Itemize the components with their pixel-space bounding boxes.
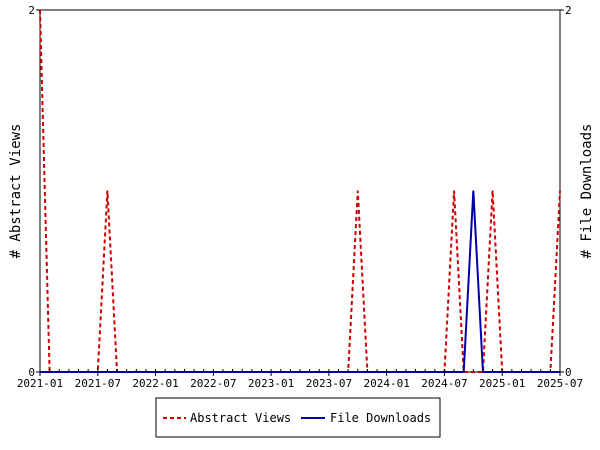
left-y-tick-label: 2 xyxy=(28,4,35,17)
legend-label-file-downloads: File Downloads xyxy=(330,411,431,425)
x-tick-label: 2024-01 xyxy=(363,377,409,390)
left-y-axis-title: # Abstract Views xyxy=(8,124,24,259)
x-tick-label: 2021-01 xyxy=(17,377,63,390)
data-point-0-2025-07 xyxy=(559,190,561,192)
x-tick-label: 2021-07 xyxy=(75,377,121,390)
data-point-0-2023-10 xyxy=(356,190,359,192)
x-axis: 2021-01 2021-07 2022-01 2022-07 2023-01 2023-… xyxy=(17,369,583,390)
right-y-axis-title: # File Downloads xyxy=(579,124,595,259)
x-tick-label: 2025-07 xyxy=(537,377,583,390)
data-point-0-2021-08 xyxy=(106,190,109,192)
legend-box xyxy=(155,397,441,438)
x-tick-label: 2023-01 xyxy=(248,377,294,390)
left-y-axis: 02 xyxy=(28,4,40,379)
right-y-tick-label: 0 xyxy=(565,366,572,379)
x-tick-label: 2022-01 xyxy=(132,377,178,390)
x-tick-label: 2022-07 xyxy=(190,377,236,390)
right-y-axis: 02 xyxy=(560,4,572,379)
right-y-tick-label: 2 xyxy=(565,4,572,17)
x-tick-label: 2024-07 xyxy=(421,377,467,390)
legend: Abstract Views File Downloads xyxy=(155,397,441,438)
left-y-tick-label: 0 xyxy=(28,366,35,379)
plot-area xyxy=(39,9,561,373)
data-point-0-2024-12 xyxy=(491,190,494,192)
legend-label-abstract-views: Abstract Views xyxy=(190,411,291,425)
x-tick-label: 2023-07 xyxy=(306,377,352,390)
x-tick-label: 2025-01 xyxy=(479,377,525,390)
data-point-1-2024-10 xyxy=(472,190,475,192)
data-point-0-2024-08 xyxy=(453,190,455,192)
